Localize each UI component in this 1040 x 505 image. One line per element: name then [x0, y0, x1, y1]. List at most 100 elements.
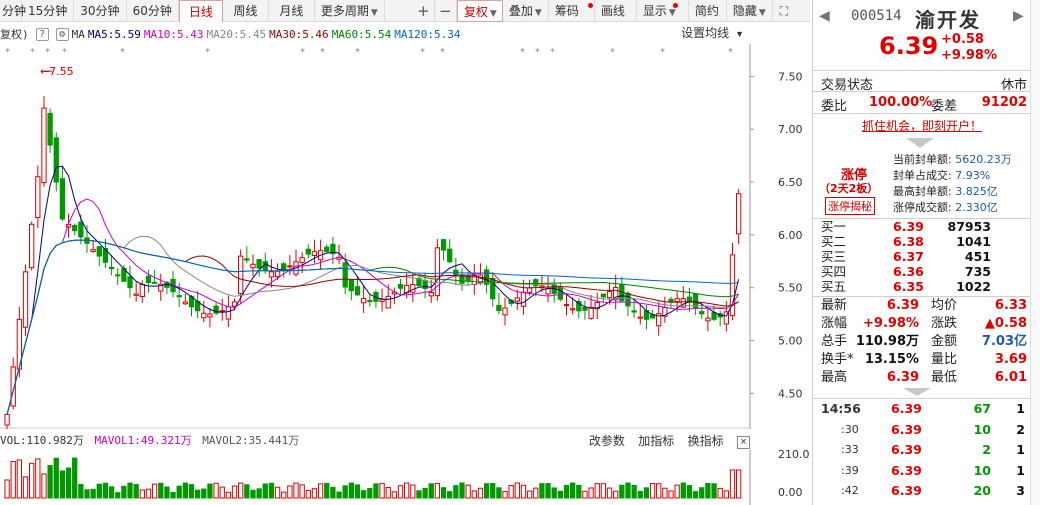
stat-label: 最高: [821, 370, 848, 385]
volume-bar: [490, 483, 496, 499]
prev-stock-icon[interactable]: ◀: [819, 8, 830, 24]
volume-chart[interactable]: 210.00 0.00: [0, 450, 810, 505]
bid-row[interactable]: 买三 6.37 451: [813, 249, 1031, 264]
kline-chart[interactable]: 7.50 7.00 6.50 6.00 5.50 5.00 4.50 * * * * * * * * * * * *…: [0, 44, 810, 429]
ma120-value: MA120:5.34: [394, 27, 461, 41]
tick-time: :33: [841, 443, 859, 456]
fullscreen-icon[interactable]: ⛶: [779, 3, 789, 18]
change-params-button[interactable]: 改参数: [588, 434, 625, 448]
candle-body: [250, 263, 256, 269]
set-ma-dropdown[interactable]: 设置均线 ▼: [681, 24, 747, 41]
volume-bar: [231, 485, 238, 499]
tick-time: :42: [841, 484, 859, 497]
candle-body: [668, 298, 674, 303]
candle-body: [699, 311, 705, 315]
volume-bar: [385, 487, 391, 499]
event-marker-icon: *: [355, 47, 360, 58]
more-periods-dropdown[interactable]: 更多周期 ▼: [315, 0, 385, 22]
overlay-dropdown[interactable]: 叠加 ▼: [503, 0, 549, 22]
candle-body: [520, 291, 527, 307]
candle-body: [397, 284, 404, 289]
candle-body: [330, 243, 336, 255]
stat-label: 最新: [821, 298, 848, 313]
volume-bar: [219, 486, 225, 499]
collapse-arrow-icon[interactable]: [903, 388, 931, 396]
event-marker-icon: *: [520, 47, 525, 58]
hide-dropdown[interactable]: 隐藏 ▼: [727, 0, 773, 22]
volume-bar: [729, 469, 736, 499]
volume-bar: [496, 487, 502, 499]
display-dropdown[interactable]: 显示 ▼: [637, 0, 689, 22]
ma-label: MA: [71, 27, 85, 41]
period-1min[interactable]: 分钟: [0, 0, 26, 22]
caret-down-icon: ▼: [489, 8, 497, 19]
candle-body: [735, 193, 742, 235]
candle-body: [434, 247, 441, 297]
event-marker-icon: *: [420, 47, 425, 58]
volume-header: VOL:110.982万 MAVOL1:49.321万 MAVOL2:35.44…: [0, 432, 750, 450]
simple-mode-button[interactable]: 简约: [689, 0, 727, 22]
volume-bar: [35, 458, 41, 499]
chips-button[interactable]: 筹码: [549, 0, 595, 22]
volume-bar: [182, 482, 189, 499]
candle-body: [705, 317, 711, 322]
collapse-arrow-icon[interactable]: [906, 138, 934, 148]
draw-line-button[interactable]: 画线: [595, 0, 637, 22]
candle-body: [440, 239, 447, 251]
mavol2-value: MAVOL2:35.441万: [202, 434, 300, 447]
candle-body: [78, 221, 84, 238]
zoom-out-button[interactable]: −: [435, 0, 457, 22]
candle-body: [158, 283, 164, 292]
limit-up-reveal-button[interactable]: 涨停揭秘: [825, 197, 875, 215]
period-15min[interactable]: 15分钟: [22, 0, 75, 22]
bid-row[interactable]: 买二 6.38 1041: [813, 234, 1031, 249]
event-marker-icon: *: [30, 47, 35, 58]
candle-body: [576, 301, 582, 312]
limit-up-details: 当前封单额: 5620.23万 封单占成交: 7.93% 最高封单额: 3.82…: [893, 152, 1029, 216]
caret-down-icon: ▼: [370, 7, 378, 18]
stat-value: 7.03亿: [981, 334, 1027, 349]
volume-bar: [483, 483, 490, 499]
candle-body: [385, 295, 391, 309]
candle-body: [625, 292, 631, 307]
candle-body: [213, 305, 219, 314]
add-indicator-button[interactable]: 加指标: [638, 434, 675, 448]
volume-bar: [594, 483, 600, 499]
bid-row[interactable]: 买五 6.35 1022: [813, 279, 1031, 294]
bid-row[interactable]: 买一 6.39 87953: [813, 219, 1031, 234]
volume-bar: [262, 483, 268, 499]
volume-bar: [410, 484, 416, 499]
volume-bar: [656, 483, 662, 499]
help-icon[interactable]: ?: [35, 27, 49, 41]
tick-volume: 10: [973, 421, 991, 437]
event-marker-icon: *: [62, 47, 67, 58]
period-60min[interactable]: 60分钟: [127, 0, 179, 22]
zoom-in-button[interactable]: +: [413, 0, 435, 22]
close-icon[interactable]: ×: [737, 436, 750, 449]
volume-bar: [145, 488, 152, 499]
ma30-line: [6, 239, 739, 415]
tick-row: :30 6.39 10 2: [813, 420, 1031, 441]
period-weekly[interactable]: 周线: [223, 0, 269, 22]
volume-bar: [348, 482, 354, 499]
open-account-ad[interactable]: 抓住机会，即刻开户！: [813, 115, 1031, 137]
fuquan-dropdown[interactable]: 复权 ▼: [456, 0, 503, 22]
period-monthly[interactable]: 月线: [269, 0, 315, 22]
ad-text[interactable]: 抓住机会，即刻开户！: [861, 119, 982, 133]
candle-body: [656, 313, 662, 327]
bid-row[interactable]: 买四 6.36 735: [813, 264, 1031, 279]
event-marker-icon: *: [5, 47, 10, 58]
volume-bar: [477, 487, 484, 499]
ma20-line: [6, 235, 739, 415]
volume-bar: [47, 465, 53, 499]
volume-bar: [502, 490, 508, 499]
period-daily[interactable]: 日线: [178, 0, 223, 22]
tick-count: 3: [1016, 483, 1025, 498]
bid-price: 6.38: [893, 234, 924, 249]
candle-body: [268, 271, 275, 278]
stat-label: 总手: [821, 334, 848, 349]
period-30min[interactable]: 30分钟: [74, 0, 127, 22]
switch-indicator-button[interactable]: 换指标: [687, 434, 724, 448]
next-stock-icon[interactable]: ▶: [1013, 8, 1024, 24]
settings-icon[interactable]: ⚙: [55, 27, 69, 41]
